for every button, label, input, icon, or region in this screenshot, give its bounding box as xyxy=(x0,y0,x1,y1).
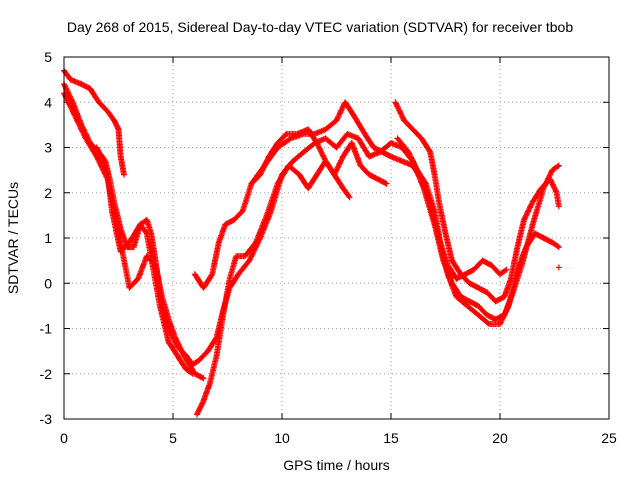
axis-ticks: 0 5 10 15 20 25 -3 -2 -1 0 1 2 3 4 5 xyxy=(40,49,617,446)
y-tick-label: -2 xyxy=(40,366,53,382)
data-marks xyxy=(61,67,562,418)
y-tick-label: 3 xyxy=(44,140,52,156)
data-series-track-10 xyxy=(555,264,562,271)
data-series-track-7 xyxy=(248,99,510,282)
y-tick-label: 0 xyxy=(44,275,52,291)
x-tick-label: 0 xyxy=(60,430,68,446)
x-axis-label: GPS time / hours xyxy=(283,457,390,473)
y-tick-label: 4 xyxy=(44,94,52,110)
chart-title: Day 268 of 2015, Sidereal Day-to-day VTE… xyxy=(67,19,574,35)
plot-frame xyxy=(63,56,610,420)
x-tick-label: 20 xyxy=(492,430,508,446)
y-tick-label: 2 xyxy=(44,185,52,201)
x-tick-label: 5 xyxy=(169,430,177,446)
data-series-track-5 xyxy=(194,158,353,418)
x-tick-label: 25 xyxy=(601,430,617,446)
y-tick-label: -3 xyxy=(40,411,53,427)
data-series-track-9 xyxy=(394,135,562,327)
data-series-track-1 xyxy=(61,67,127,178)
y-tick-label: 5 xyxy=(44,49,52,65)
x-tick-label: 10 xyxy=(274,430,290,446)
data-series-track-6 xyxy=(191,126,390,291)
y-tick-label: -1 xyxy=(40,321,53,337)
data-series-track-8 xyxy=(392,99,562,305)
y-tick-label: 1 xyxy=(44,230,52,246)
data-series-track-4 xyxy=(93,144,196,377)
x-tick-label: 15 xyxy=(383,430,399,446)
y-axis-label: SDTVAR / TECUs xyxy=(5,182,21,294)
